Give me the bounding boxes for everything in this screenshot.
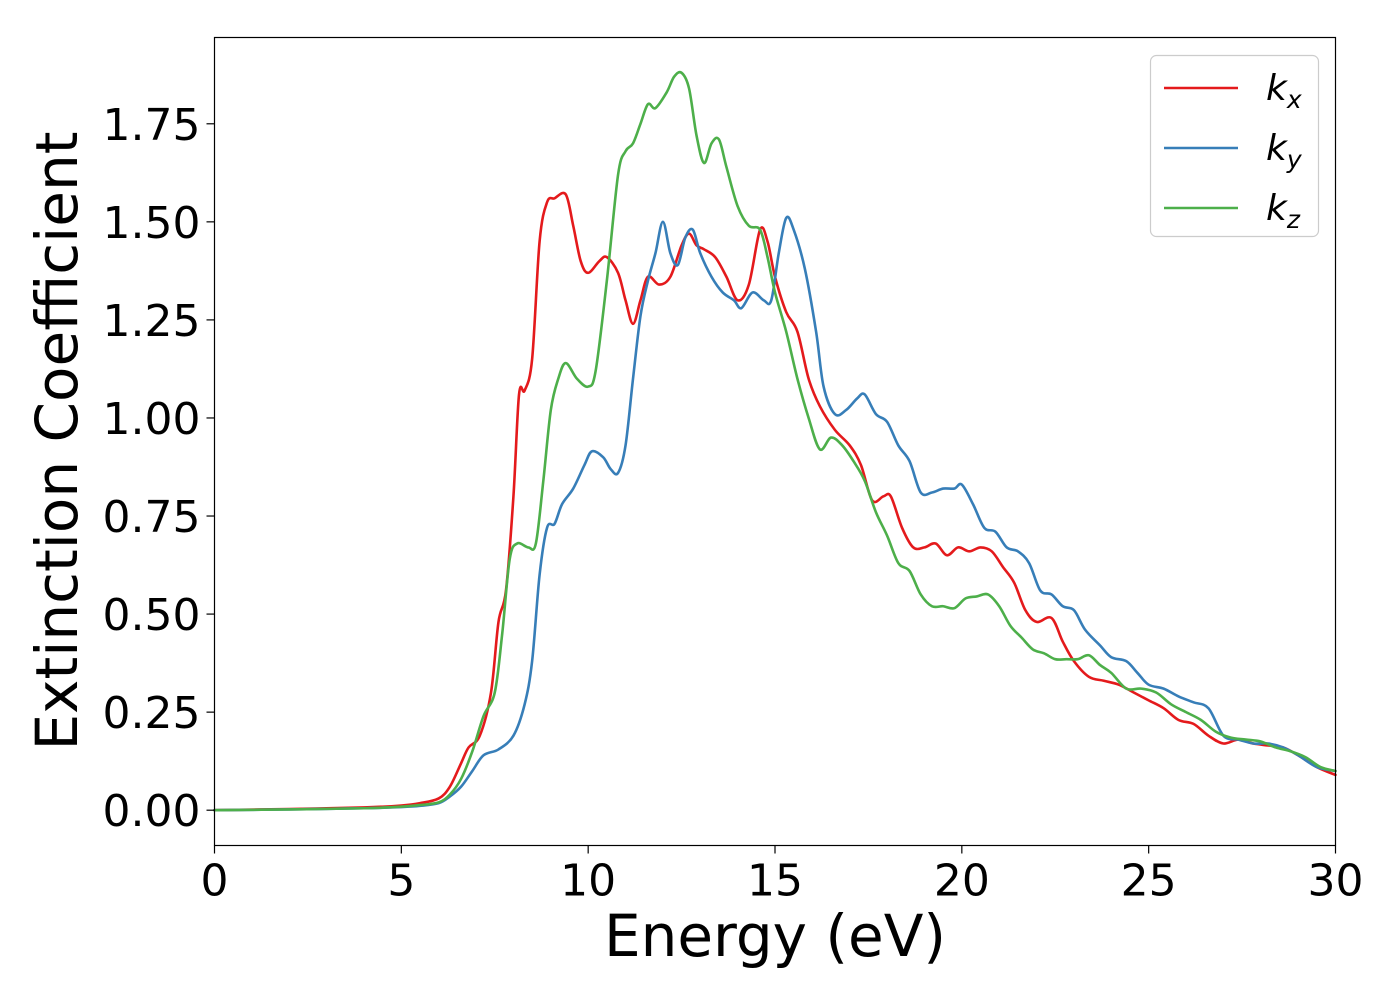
y-tick-label: 1.25 [103,296,201,347]
y-tick-label: 0.25 [103,688,201,739]
x-tick-label: 5 [387,856,415,907]
legend-box [1149,54,1320,238]
y-tick-label: 1.00 [103,394,201,445]
ticks-layer: 0 5 10 15 20 25 30 0.00 0.25 0.50 0.75 1.00 1.25 1.50… [103,100,1364,907]
series-line-k-x [213,191,1337,812]
legend-label-k-x: kx [1266,68,1302,114]
y-tick-label: 0.50 [103,590,201,641]
series-line-k-y [213,215,1337,812]
x-tick-label: 30 [1308,856,1364,907]
series-line-k-z [213,70,1337,812]
y-axis-title: Extinction Coefficient [23,132,91,751]
x-tick-label: 20 [934,856,990,907]
x-tick-label: 15 [747,856,803,907]
y-tick-label: 1.75 [103,100,201,151]
y-tick-label: 0.75 [103,492,201,543]
x-tick-label: 25 [1121,856,1177,907]
y-tick-label: 1.50 [103,198,201,249]
y-tick-label: 0.00 [103,786,201,837]
legend: kx ky kz [1149,54,1320,238]
x-tick-label: 10 [560,856,616,907]
legend-entries: kx ky kz [1164,68,1303,234]
series-layer [213,70,1337,812]
legend-label-k-z: kz [1266,188,1301,234]
legend-label-k-y: ky [1266,128,1303,174]
x-axis-title: Energy (eV) [604,902,946,970]
x-tick-label: 0 [201,856,229,907]
